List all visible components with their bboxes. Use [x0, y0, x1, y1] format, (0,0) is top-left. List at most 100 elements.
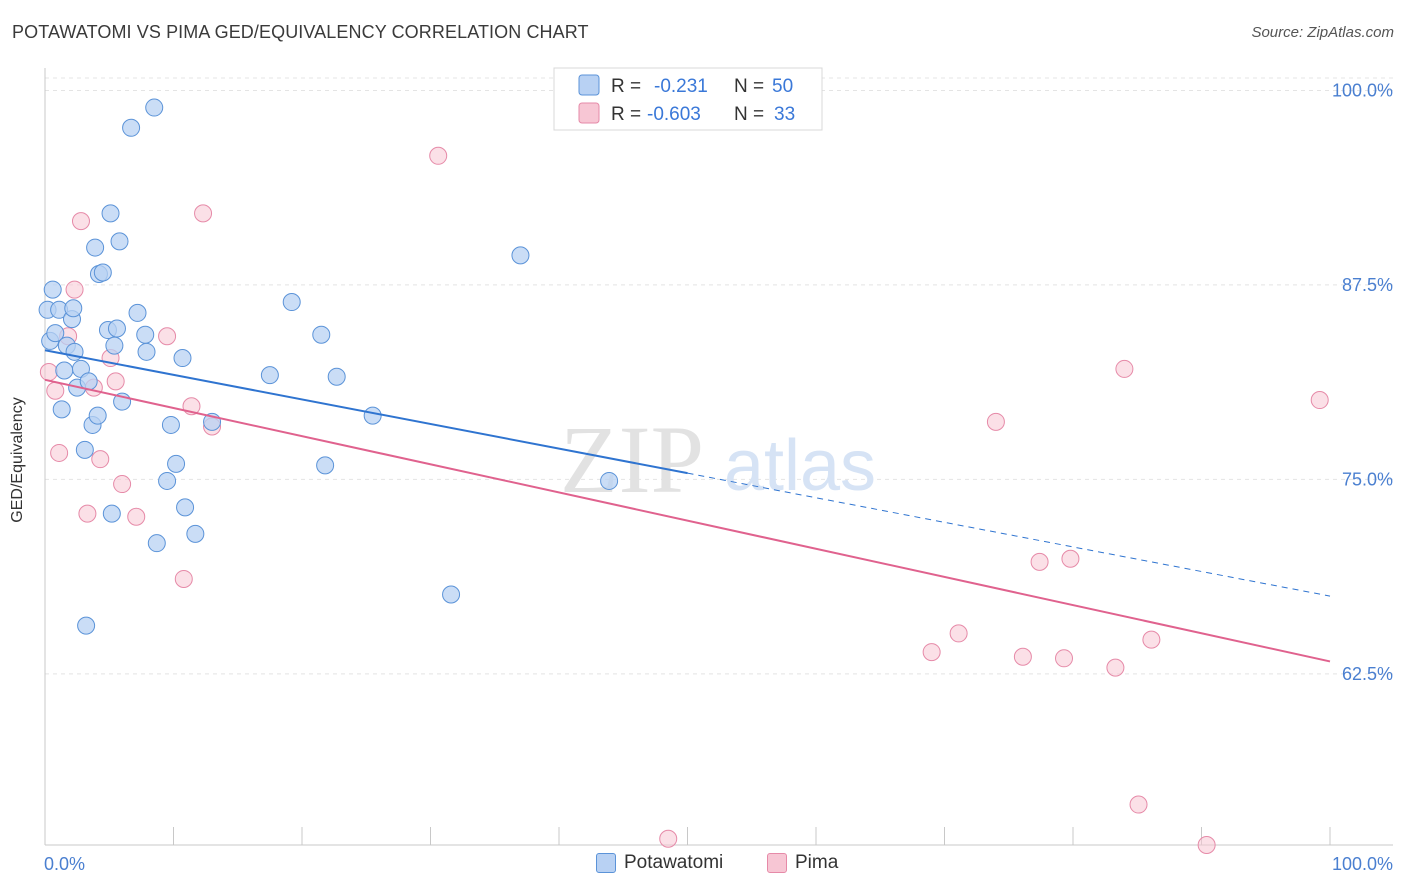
potawatomi-point: [102, 504, 121, 523]
pima-point: [46, 381, 65, 400]
potawatomi-point: [88, 406, 107, 425]
potawatomi-point: [511, 246, 530, 265]
pima-swatch: [767, 853, 787, 873]
pima-point: [1310, 391, 1329, 410]
pima-point: [194, 204, 213, 223]
potawatomi-point: [316, 456, 335, 475]
y-tick-label: 100.0%: [1332, 80, 1393, 100]
legend-n-label-2: N =: [734, 104, 764, 125]
potawatomi-point: [327, 367, 346, 386]
tick-labels: 100.0% 87.5% 75.0% 62.5% 0.0% 100.0%: [44, 80, 1393, 874]
pima-point: [91, 450, 110, 469]
bottom-legend: Potawatomi Pima: [0, 852, 1406, 878]
potawatomi-point: [137, 342, 156, 361]
pima-point: [158, 327, 177, 346]
pima-point: [39, 363, 58, 382]
legend-r-label-2: R =: [611, 104, 641, 125]
pima-point: [106, 372, 125, 391]
legend-swatch-potawatomi: [578, 74, 600, 96]
pima-point: [1013, 647, 1032, 666]
y-tick-label: 75.0%: [1342, 469, 1393, 489]
potawatomi-point: [145, 98, 164, 117]
potawatomi-point: [101, 204, 120, 223]
pima-trend-line: [44, 378, 1331, 663]
pima-point: [65, 280, 84, 299]
potawatomi-point: [46, 324, 65, 343]
potawatomi-point: [260, 366, 279, 385]
legend-n-label-1: N =: [734, 76, 764, 97]
potawatomi-point: [442, 585, 461, 604]
watermark-atlas: atlas: [724, 426, 876, 506]
pima-point: [1061, 549, 1080, 568]
potawatomi-point: [158, 471, 177, 490]
potawatomi-point: [186, 524, 205, 543]
legend-n-value-2: 33: [774, 104, 795, 125]
pima-point: [174, 569, 193, 588]
pima-point: [1197, 836, 1216, 854]
potawatomi-point: [105, 336, 124, 355]
pima-point: [986, 412, 1005, 431]
pima-point: [1106, 658, 1125, 677]
legend-r-label-1: R =: [611, 76, 641, 97]
potawatomi-point: [55, 361, 74, 380]
pima-point: [1129, 795, 1148, 814]
legend-n-value-1: 50: [772, 76, 793, 97]
chart-title: POTAWATOMI VS PIMA GED/EQUIVALENCY CORRE…: [12, 22, 589, 42]
pima-point: [1115, 359, 1134, 378]
x-tick-label: 0.0%: [44, 854, 85, 874]
potawatomi-point: [128, 303, 147, 322]
bottom-legend-pima: Pima: [767, 852, 838, 874]
potawatomi-point: [107, 319, 126, 338]
y-tick-label: 87.5%: [1342, 275, 1393, 295]
pima-point: [127, 507, 146, 526]
legend-r-value-2: -0.603: [647, 104, 701, 125]
potawatomi-point: [86, 238, 105, 257]
watermark-zip: ZIP: [560, 406, 704, 513]
potawatomi-point: [110, 232, 129, 251]
pima-point: [71, 212, 90, 231]
potawatomi-point: [43, 280, 62, 299]
pima-label: Pima: [795, 852, 839, 873]
axes: [44, 68, 1393, 846]
potawatomi-point: [147, 534, 166, 553]
legend-swatch-pima: [578, 102, 600, 124]
potawatomi-point: [64, 299, 83, 318]
pima-point: [1142, 630, 1161, 649]
potawatomi-point: [282, 293, 301, 312]
potawatomi-trend-line: [44, 349, 688, 475]
trend-lines: [44, 349, 1331, 663]
y-tick-label: 62.5%: [1342, 664, 1393, 684]
potawatomi-point: [75, 440, 94, 459]
x-tick-label: 100.0%: [1332, 854, 1393, 874]
gridlines: [45, 77, 1393, 675]
pima-point: [1030, 552, 1049, 571]
legend-r-value-1: -0.231: [654, 76, 708, 97]
potawatomi-point: [173, 349, 192, 368]
potawatomi-points: [38, 98, 619, 635]
bottom-legend-potawatomi: Potawatomi: [596, 852, 723, 874]
pima-point: [113, 475, 132, 494]
pima-point: [949, 624, 968, 643]
pima-point: [659, 829, 678, 848]
potawatomi-point: [52, 400, 71, 419]
pima-point: [922, 643, 941, 662]
potawatomi-point: [93, 263, 112, 282]
potawatomi-point: [136, 325, 155, 344]
potawatomi-point: [600, 471, 619, 490]
potawatomi-point: [363, 406, 382, 425]
potawatomi-point: [77, 616, 96, 635]
legend-box: R = -0.231 N = 50 R = -0.603 N = 33: [553, 67, 823, 131]
potawatomi-point: [167, 454, 186, 473]
potawatomi-point: [161, 415, 180, 434]
potawatomi-swatch: [596, 853, 616, 873]
source-credit: Source: ZipAtlas.com: [1251, 24, 1394, 41]
potawatomi-point: [122, 118, 141, 137]
pima-point: [78, 504, 97, 523]
pima-point: [50, 443, 69, 462]
potawatomi-label: Potawatomi: [624, 852, 724, 873]
potawatomi-point: [312, 325, 331, 344]
pima-point: [429, 146, 448, 165]
potawatomi-point: [176, 498, 195, 517]
pima-point: [1055, 649, 1074, 668]
